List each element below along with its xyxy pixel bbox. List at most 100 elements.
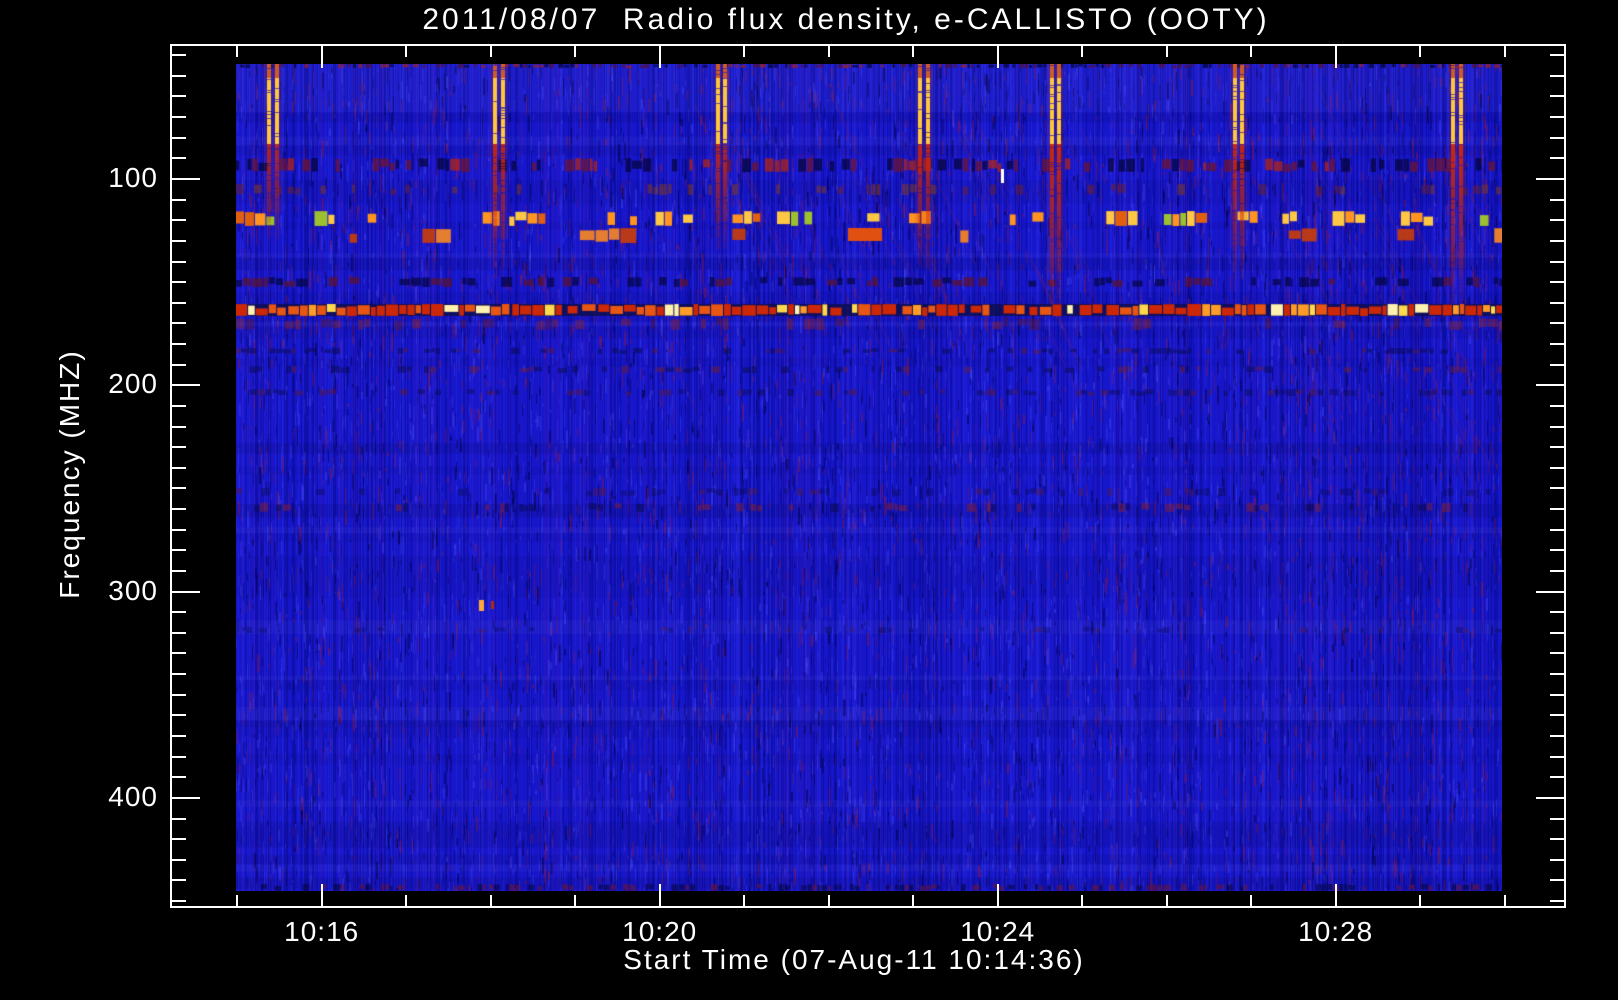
y-minor-tick	[172, 673, 186, 676]
y-minor-tick	[1550, 363, 1564, 366]
x-minor-tick	[1165, 895, 1168, 906]
y-minor-tick	[172, 219, 186, 222]
y-minor-tick	[172, 157, 186, 160]
x-minor-tick	[827, 895, 830, 906]
x-minor-tick	[489, 46, 492, 57]
x-tick-label: 10:24	[960, 916, 1036, 947]
chart-title: 2011/08/07 Radio flux density, e-CALLIST…	[422, 3, 1270, 36]
y-tick-label: 100	[108, 162, 158, 193]
y-minor-tick	[172, 95, 186, 98]
y-minor-tick	[172, 198, 186, 201]
y-minor-tick	[172, 652, 186, 655]
x-minor-tick	[236, 46, 239, 57]
y-minor-tick	[172, 404, 186, 407]
plot-frame	[170, 44, 1566, 908]
x-minor-tick	[405, 46, 408, 57]
y-minor-tick	[1550, 54, 1564, 57]
x-major-tick	[320, 46, 323, 68]
x-minor-tick	[1419, 46, 1422, 57]
y-minor-tick	[1550, 487, 1564, 490]
y-minor-tick	[1550, 116, 1564, 119]
y-minor-tick	[1550, 157, 1564, 160]
x-major-tick	[320, 884, 323, 906]
y-minor-tick	[172, 343, 186, 346]
y-minor-tick	[1550, 301, 1564, 304]
y-minor-tick	[1550, 136, 1564, 139]
y-minor-tick	[1550, 343, 1564, 346]
y-minor-tick	[172, 136, 186, 139]
x-major-tick	[1334, 46, 1337, 68]
y-major-tick	[1536, 384, 1564, 387]
y-minor-tick	[172, 528, 186, 531]
y-minor-tick	[172, 260, 186, 263]
x-minor-tick	[912, 46, 915, 57]
y-minor-tick	[172, 714, 186, 717]
y-minor-tick	[172, 776, 186, 779]
y-minor-tick	[1550, 652, 1564, 655]
y-tick-label: 400	[108, 780, 158, 812]
y-minor-tick	[1550, 239, 1564, 242]
y-minor-tick	[1550, 404, 1564, 407]
y-major-tick	[172, 796, 200, 799]
y-minor-tick	[172, 508, 186, 511]
x-minor-tick	[574, 895, 577, 906]
y-minor-tick	[172, 611, 186, 614]
y-major-tick	[1536, 796, 1564, 799]
y-minor-tick	[1550, 673, 1564, 676]
y-minor-tick	[1550, 838, 1564, 841]
y-minor-tick	[172, 54, 186, 57]
x-minor-tick	[1250, 895, 1253, 906]
x-major-tick	[1334, 884, 1337, 906]
y-minor-tick	[172, 74, 186, 77]
x-minor-tick	[489, 895, 492, 906]
x-minor-tick	[1419, 895, 1422, 906]
y-minor-tick	[1550, 446, 1564, 449]
y-minor-tick	[1550, 858, 1564, 861]
y-minor-tick	[1550, 322, 1564, 325]
y-minor-tick	[1550, 714, 1564, 717]
y-minor-tick	[172, 281, 186, 284]
y-minor-tick	[1550, 281, 1564, 284]
y-minor-tick	[172, 116, 186, 119]
y-minor-tick	[172, 900, 186, 903]
y-minor-tick	[172, 879, 186, 882]
y-minor-tick	[1550, 569, 1564, 572]
x-major-tick	[996, 46, 999, 68]
y-minor-tick	[1550, 776, 1564, 779]
y-minor-tick	[1550, 879, 1564, 882]
x-minor-tick	[827, 46, 830, 57]
y-minor-tick	[172, 239, 186, 242]
y-minor-tick	[1550, 631, 1564, 634]
y-minor-tick	[172, 466, 186, 469]
y-minor-tick	[1550, 466, 1564, 469]
spectrogram-image	[236, 64, 1502, 891]
x-minor-tick	[1081, 46, 1084, 57]
y-minor-tick	[1550, 425, 1564, 428]
x-minor-tick	[1081, 895, 1084, 906]
y-major-tick	[172, 590, 200, 593]
y-minor-tick	[172, 735, 186, 737]
x-minor-tick	[574, 46, 577, 57]
y-minor-tick	[1550, 549, 1564, 552]
y-minor-tick	[172, 549, 186, 552]
y-minor-tick	[1550, 735, 1564, 737]
x-minor-tick	[1165, 46, 1168, 57]
y-minor-tick	[1550, 755, 1564, 758]
y-minor-tick	[1550, 528, 1564, 531]
y-minor-tick	[1550, 260, 1564, 263]
y-minor-tick	[1550, 611, 1564, 614]
y-minor-tick	[1550, 900, 1564, 903]
y-minor-tick	[172, 487, 186, 490]
y-minor-tick	[1550, 693, 1564, 696]
y-major-tick	[172, 178, 200, 180]
x-tick-label: 10:16	[284, 916, 360, 947]
y-minor-tick	[172, 446, 186, 449]
y-minor-tick	[172, 755, 186, 758]
y-minor-tick	[172, 569, 186, 572]
x-major-tick	[996, 884, 999, 906]
y-minor-tick	[172, 817, 186, 820]
x-minor-tick	[912, 895, 915, 906]
x-minor-tick	[236, 895, 239, 906]
y-minor-tick	[1550, 219, 1564, 222]
